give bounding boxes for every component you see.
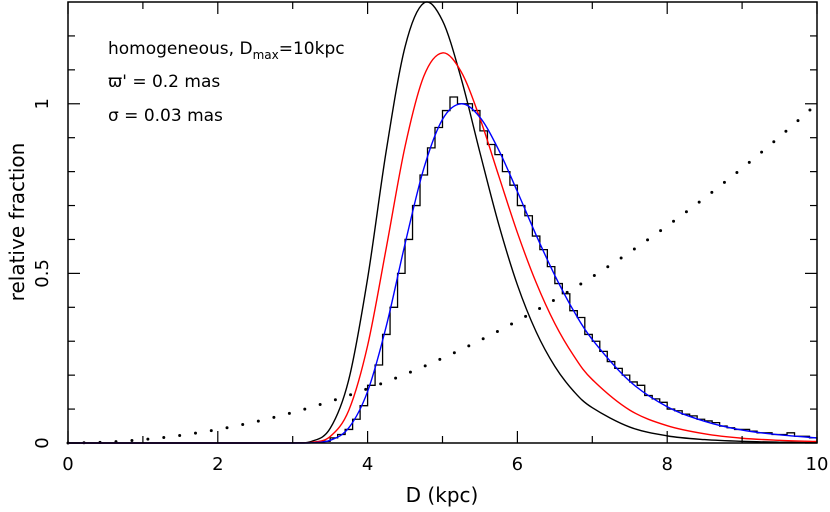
- x-axis-title: D (kpc): [406, 483, 479, 507]
- x-tick-label: 6: [512, 454, 523, 475]
- plot-frame: [67, 1, 818, 444]
- y-tick-label: 1: [32, 98, 53, 109]
- annotation-parallax: ϖ' = 0.2 mas: [108, 72, 220, 92]
- axis-ticks: [67, 2, 818, 444]
- x-tick-label: 4: [362, 454, 373, 475]
- annotation-distribution-text: homogeneous, D: [108, 39, 253, 59]
- prior-dotted-curve: [66, 102, 819, 445]
- y-tick-label: 0.5: [32, 259, 53, 288]
- x-tick-label: 8: [661, 454, 672, 475]
- annotation-sigma: σ = 0.03 mas: [108, 106, 223, 126]
- blue-curve: [68, 103, 818, 444]
- annotation-distribution: homogeneous, Dmax=10kpc: [108, 39, 345, 62]
- y-tick-labels: 00.51: [32, 98, 53, 449]
- histogram-steps: [322, 96, 818, 443]
- y-tick-label: 0: [32, 437, 53, 448]
- black-curve: [68, 1, 818, 444]
- annotation-tail: =10kpc: [279, 39, 345, 59]
- x-tick-labels: 0 2 4 6 8 10: [62, 454, 828, 475]
- x-tick-label: 0: [62, 454, 73, 475]
- x-tick-label: 10: [806, 454, 829, 475]
- x-tick-label: 2: [212, 454, 223, 475]
- annotation-subscript: max: [253, 48, 279, 62]
- plot-marks: [66, 1, 819, 445]
- y-axis-title: relative fraction: [5, 143, 29, 302]
